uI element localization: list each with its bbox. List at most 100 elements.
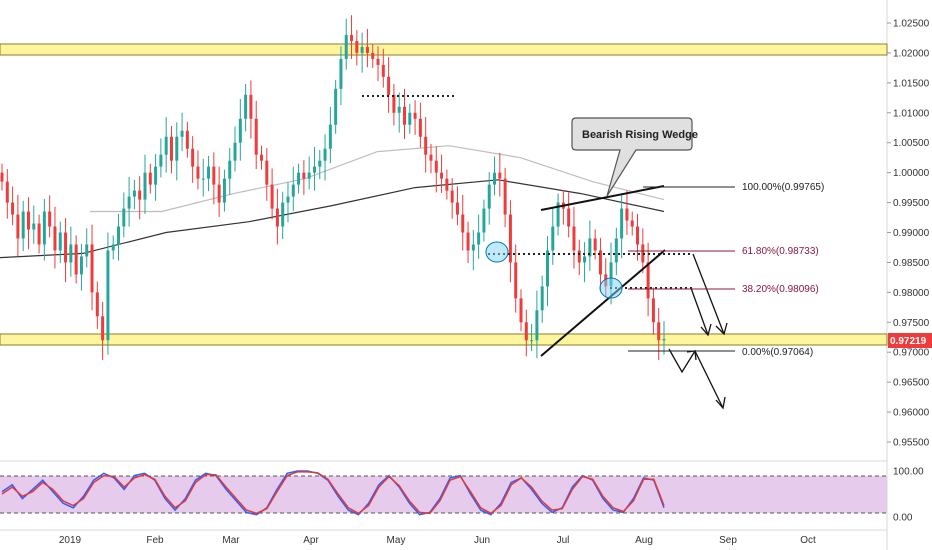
current-price-label: 0.97219 [890,336,927,347]
candle-body [365,46,369,53]
candle-body [191,148,195,167]
candle-body [535,310,539,341]
candle-body [32,223,36,230]
candle-body [148,172,152,185]
candle-body [381,64,385,77]
candle-body [228,160,232,179]
candle-body [641,244,645,263]
candle-body [95,292,99,317]
price-axis[interactable]: 1.02500 1.02000 1.01500 1.01000 1.00500 1.000… [887,19,930,449]
current-price-bg [888,333,932,348]
candle-body [434,160,438,173]
price-axis-label: 0.99000 [893,228,930,239]
candle-body [588,238,592,257]
candle-body [42,211,46,245]
candle-body [164,136,168,155]
candle-body [636,226,640,245]
candle-body [530,340,534,342]
time-axis-label: Feb [146,535,164,546]
resistance-zone[interactable] [0,43,888,56]
projection-arrow-head [715,322,728,336]
candle-body [350,34,354,41]
price-axis-label: 1.02500 [893,19,930,30]
candle-body [328,124,332,149]
candle-body [466,232,470,251]
candle-body [286,196,290,203]
candle-body [117,226,121,245]
candle-body [498,172,502,179]
candle-body [21,211,25,239]
price-axis-label: 1.00500 [893,138,930,149]
time-axis-label: May [387,535,406,546]
candle-body [196,166,200,179]
price-axis-label: 0.97000 [893,348,930,359]
candle-body [169,136,173,161]
candle-body [482,208,486,233]
candle-body [339,58,343,89]
candle-body [201,178,205,180]
price-axis-label: 1.00000 [893,168,930,179]
price-axis-label: 0.97500 [893,318,930,329]
candle-body [567,208,571,227]
highlight-circle [485,241,509,263]
candle-body [355,40,359,53]
stochastic-pane[interactable] [0,470,887,516]
candle-body [185,130,189,149]
wedge-upper-line [540,185,665,211]
candle-body [249,94,253,119]
candle-body [318,160,322,167]
candle-body [524,322,528,341]
candle-body [79,256,83,275]
candle-body [455,202,459,215]
price-axis-label: 1.01000 [893,108,930,119]
candle-body [154,166,158,185]
candle-body [238,118,242,143]
candle-body [657,322,661,341]
time-axis-label: Aug [635,535,653,546]
candle-body [244,94,248,119]
callout-text: Bearish Rising Wedge [582,129,698,141]
candle-body [90,244,94,293]
candle-body [402,106,406,125]
candle-body [297,172,301,185]
candle-body [26,211,30,230]
candle-body [111,244,115,251]
projection-path [668,348,724,409]
candle-body [270,184,274,209]
candle-body [620,208,624,239]
projection-arrow [692,253,725,335]
candle-body [159,154,163,167]
candle-body [260,154,264,161]
candle-body [212,166,216,185]
wedge-lower-line [540,249,666,357]
candle-body [429,154,433,161]
candle-body [48,211,52,227]
candle-body [312,166,316,173]
candle-body [397,106,401,113]
main-pane[interactable] [0,0,887,460]
price-axis-label: 0.96000 [893,408,930,419]
candle-body [651,298,655,323]
support-zone[interactable] [0,333,888,346]
candle-body [265,160,269,185]
candle-body [545,250,549,287]
bearish-wedge-callout[interactable]: Bearish Rising Wedge [571,117,698,197]
candle-body [487,184,491,209]
time-axis[interactable]: 2019 Feb Mar Apr May Jun Jul Aug Sep Oct [59,535,816,546]
candle-body [376,58,380,65]
time-axis-label: Jun [474,535,490,546]
candle-body [127,196,131,209]
candle-body [508,214,512,263]
price-axis-label: 0.98000 [893,288,930,299]
candle-body [360,46,364,53]
candle-body [132,190,136,197]
fibonacci-retracement[interactable]: 100.00%(0.99765) 61.80%(0.98733) 38.20%(… [628,182,824,358]
fib-label-100: 100.00%(0.99765) [742,182,824,193]
candle-body [514,262,518,299]
candle-body [609,262,613,287]
candlestick-series [0,15,666,360]
price-axis-label: 1.01500 [893,78,930,89]
indicator-axis[interactable]: 100.00 0.00 [893,467,924,524]
candle-body [371,52,375,59]
